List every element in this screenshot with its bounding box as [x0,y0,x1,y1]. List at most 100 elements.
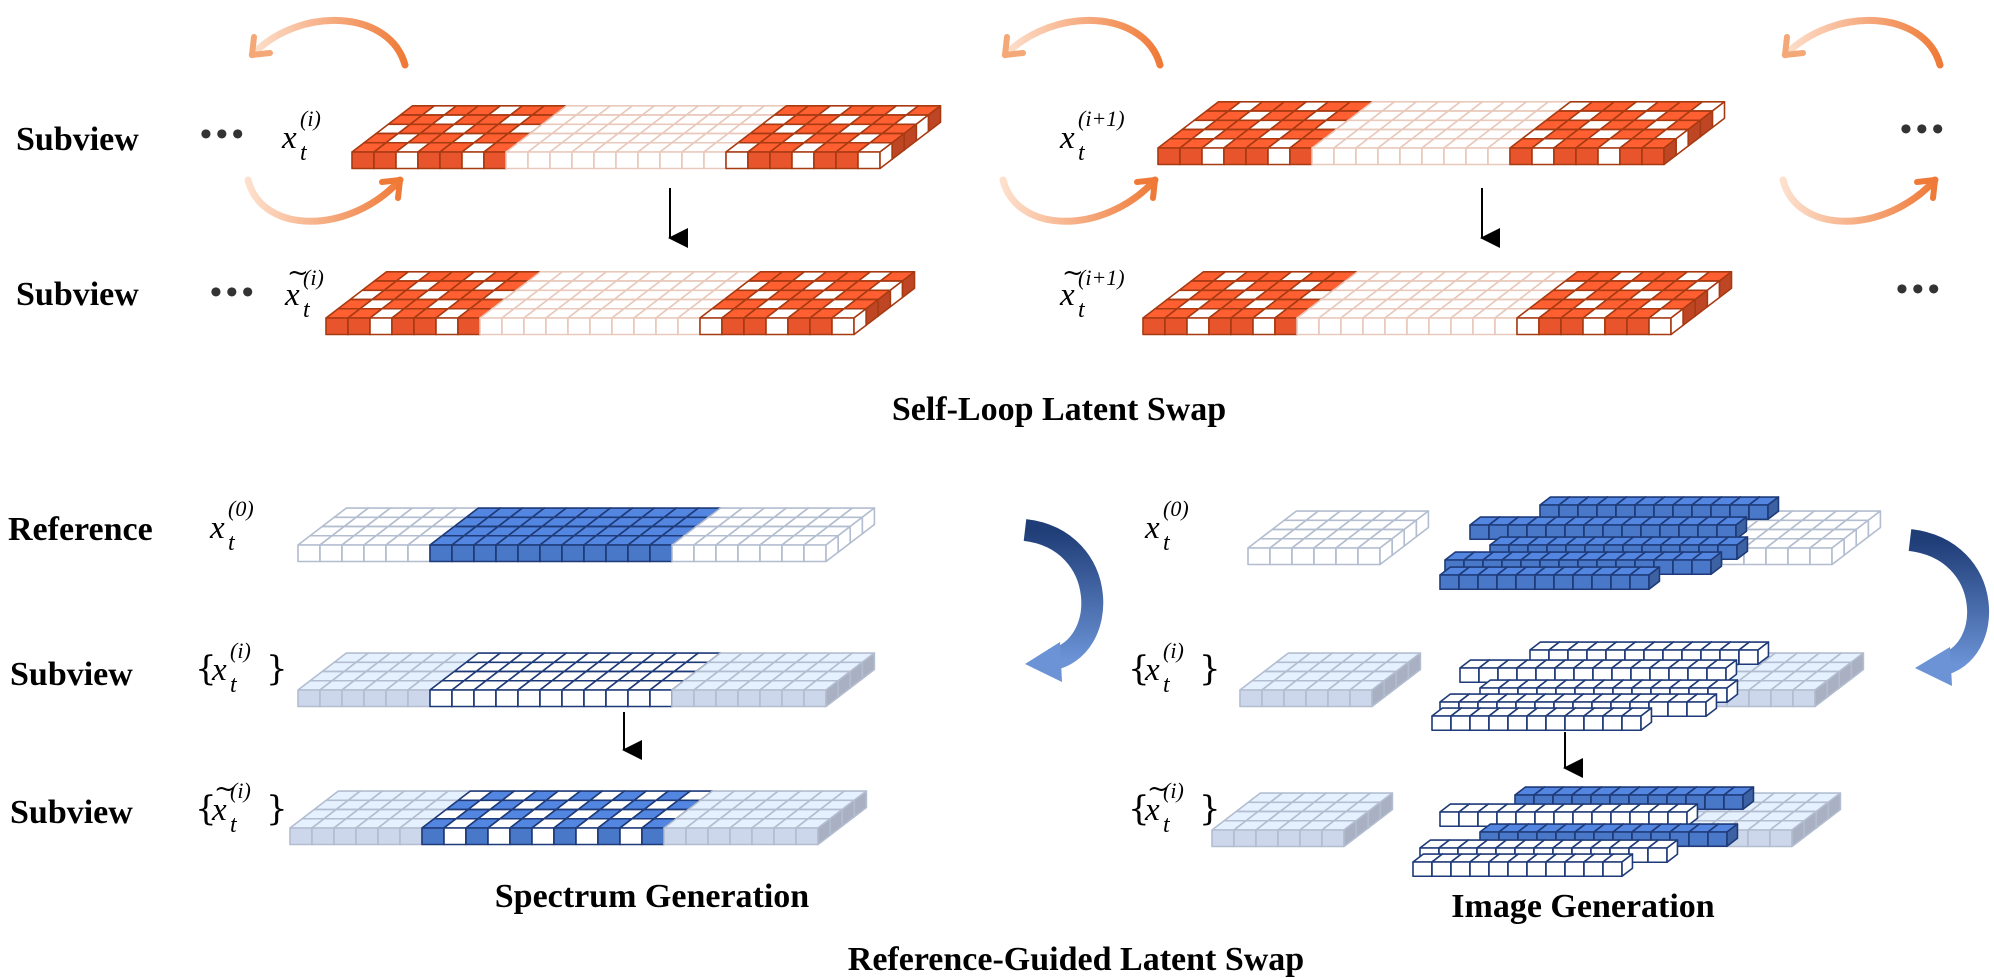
swap-arrow-icon [1001,16,1164,69]
label-set-x-t-i-right: { x t (i) } [1128,638,1221,698]
latent-cube [1157,137,1193,166]
latent-cube [803,534,839,563]
row-label-subview-top: Subview [16,121,139,158]
svg-text:x: x [1144,792,1160,828]
latent-cube [1691,551,1723,576]
reference-arrow-right [1908,529,1990,686]
svg-text:~: ~ [287,258,309,288]
svg-text:x: x [1059,120,1075,156]
swap-arrow-icon [1781,16,1944,69]
svg-text:(i): (i) [300,106,321,131]
svg-text:x: x [281,120,297,156]
latent-cube [637,141,673,170]
curved-arrow-icon [1908,529,1990,676]
svg-text:}: } [1199,649,1221,689]
section-title-reference-guided: Reference-Guided Latent Swap [848,941,1304,978]
latent-cube [1349,679,1385,708]
svg-text:(i+1): (i+1) [1078,106,1125,131]
svg-text:x: x [284,277,300,313]
latent-cube [1621,707,1653,732]
label-x-t-0-right: x t (0) [1144,496,1189,556]
label-xtilde-t-i1-bottom: ~ x t (i+1) [1059,258,1125,323]
svg-text:t: t [1163,530,1171,556]
latent-cube [1629,566,1661,591]
label-x-t-i-top: x t (i) [281,106,321,166]
svg-text:}: } [1199,789,1221,829]
latent-cube [1809,537,1845,566]
spectrum-latent-grids [289,507,876,846]
svg-text:(0): (0) [1163,496,1189,521]
row-label-reference: Reference [8,511,153,548]
swap-arrow-icon [244,176,404,225]
latent-cube [857,141,893,170]
svg-text:x: x [211,652,227,688]
ellipsis-top-right: ••• [1900,111,1948,148]
latent-cube [1716,516,1748,541]
svg-text:x: x [1144,510,1160,546]
svg-text:(i): (i) [230,638,251,663]
svg-text:t: t [230,672,238,698]
svg-text:x: x [211,792,227,828]
svg-text:(i): (i) [1163,638,1184,663]
label-xtilde-t-i-bottom: ~ x t (i) [284,258,324,323]
latent-cube [1647,839,1679,864]
svg-text:t: t [1163,672,1171,698]
label-set-xtilde-t-i-right: { ~ x t (i) } [1128,774,1221,838]
latent-cube [1602,853,1634,878]
svg-text:t: t [303,297,311,323]
svg-text:t: t [230,812,238,838]
svg-text:t: t [1078,297,1086,323]
subtitle-spectrum-generation: Spectrum Generation [495,878,810,915]
row-label-subview-low: Subview [10,794,133,831]
svg-text:(0): (0) [228,496,254,521]
latent-cube [803,679,839,708]
latent-grid-xtilde-i1 [1142,270,1733,336]
svg-text:x: x [1059,277,1075,313]
reference-guided-section: Reference Subview Subview x t (0) { x t … [8,496,1990,978]
label-set-x-t-i-left: { x t (i) } [195,638,288,698]
latent-cube [1707,823,1739,848]
svg-text:(i): (i) [303,265,324,290]
latent-cube [1706,659,1738,684]
label-set-xtilde-t-i-left: { ~ x t (i) } [195,774,288,838]
label-x-t-0-left: x t (0) [209,496,254,556]
ellipsis-top-left: ••• [200,116,248,153]
svg-text:}: } [266,789,288,829]
latent-cube [1769,819,1805,848]
svg-text:t: t [300,140,308,166]
swap-arrow-icon [999,176,1159,225]
latent-cube [1667,803,1699,828]
svg-text:x: x [209,510,225,546]
row-label-subview-mid: Subview [10,656,133,693]
latent-grid-xt-i [351,105,942,170]
image-latent-grids [1211,496,1882,878]
svg-text:~: ~ [1062,258,1084,288]
svg-text:t: t [228,530,236,556]
latent-grid-xt-i1 [1157,101,1726,166]
latent-cube [1717,536,1749,561]
self-loop-section: Subview Subview ••• ••• ••• ••• x t (i) … [16,16,1948,428]
latent-cube [1686,693,1718,718]
latent-cube [1748,496,1780,521]
ellipsis-bottom-right: ••• [1896,271,1944,308]
subtitle-image-generation: Image Generation [1451,888,1715,925]
section-title-self-loop: Self-Loop Latent Swap [892,391,1226,428]
latent-cube [1321,819,1357,848]
latent-cube [1641,137,1677,166]
latent-cube [1738,641,1770,666]
ellipsis-bottom-left: ••• [210,274,258,311]
latent-cube [795,817,831,846]
svg-text:t: t [1163,812,1171,838]
curved-arrow-icon [1023,519,1104,671]
latent-cube [1648,307,1684,336]
latent-cube [1723,786,1755,811]
swap-arrow-icon [1779,176,1939,225]
svg-text:t: t [1078,140,1086,166]
swap-arrows-orange [244,16,1944,225]
swap-arrow-icon [248,16,409,69]
reference-arrow-left [1023,519,1104,682]
svg-text:x: x [1144,652,1160,688]
row-label-subview-bottom: Subview [16,276,139,313]
latent-cube [831,307,867,336]
